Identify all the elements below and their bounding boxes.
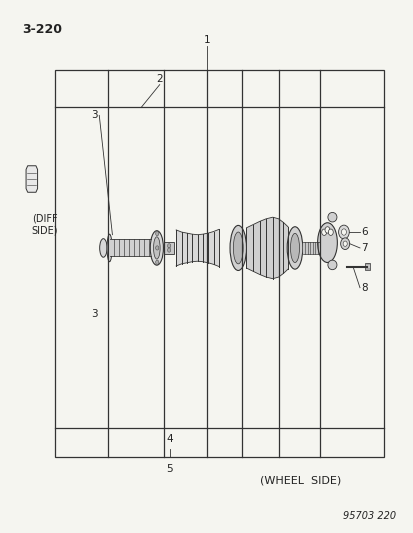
- Polygon shape: [176, 229, 218, 266]
- Ellipse shape: [317, 223, 337, 263]
- Ellipse shape: [233, 232, 242, 264]
- Ellipse shape: [327, 260, 336, 270]
- Text: 8: 8: [360, 282, 367, 293]
- Circle shape: [167, 248, 171, 252]
- Ellipse shape: [290, 233, 299, 263]
- Circle shape: [341, 229, 346, 235]
- Polygon shape: [164, 241, 174, 254]
- Ellipse shape: [153, 237, 160, 259]
- Circle shape: [338, 225, 349, 239]
- Text: 3-220: 3-220: [22, 22, 62, 36]
- Text: 95703 220: 95703 220: [342, 511, 395, 521]
- Ellipse shape: [150, 231, 163, 265]
- Circle shape: [321, 229, 326, 236]
- Circle shape: [167, 244, 171, 248]
- Text: (WHEEL  SIDE): (WHEEL SIDE): [260, 476, 341, 486]
- Ellipse shape: [230, 225, 246, 270]
- Text: 6: 6: [360, 227, 367, 237]
- Ellipse shape: [100, 239, 107, 257]
- Circle shape: [342, 241, 347, 246]
- Polygon shape: [26, 166, 38, 192]
- Ellipse shape: [287, 227, 302, 269]
- Bar: [364, 263, 369, 270]
- Ellipse shape: [327, 213, 336, 222]
- Text: 4: 4: [166, 434, 173, 444]
- Text: 3: 3: [91, 110, 98, 120]
- Text: (DIFF
SIDE): (DIFF SIDE): [31, 214, 58, 236]
- Circle shape: [328, 229, 332, 236]
- Text: 5: 5: [166, 464, 173, 474]
- Text: 7: 7: [360, 243, 367, 253]
- Ellipse shape: [107, 234, 112, 262]
- Circle shape: [155, 260, 159, 264]
- Circle shape: [340, 238, 349, 249]
- Circle shape: [155, 231, 159, 236]
- Circle shape: [155, 246, 159, 250]
- Bar: [55, 70, 383, 457]
- Text: 3: 3: [91, 309, 98, 319]
- Text: 1: 1: [203, 35, 210, 45]
- Polygon shape: [246, 217, 287, 279]
- Circle shape: [324, 227, 329, 233]
- Text: 2: 2: [156, 74, 163, 84]
